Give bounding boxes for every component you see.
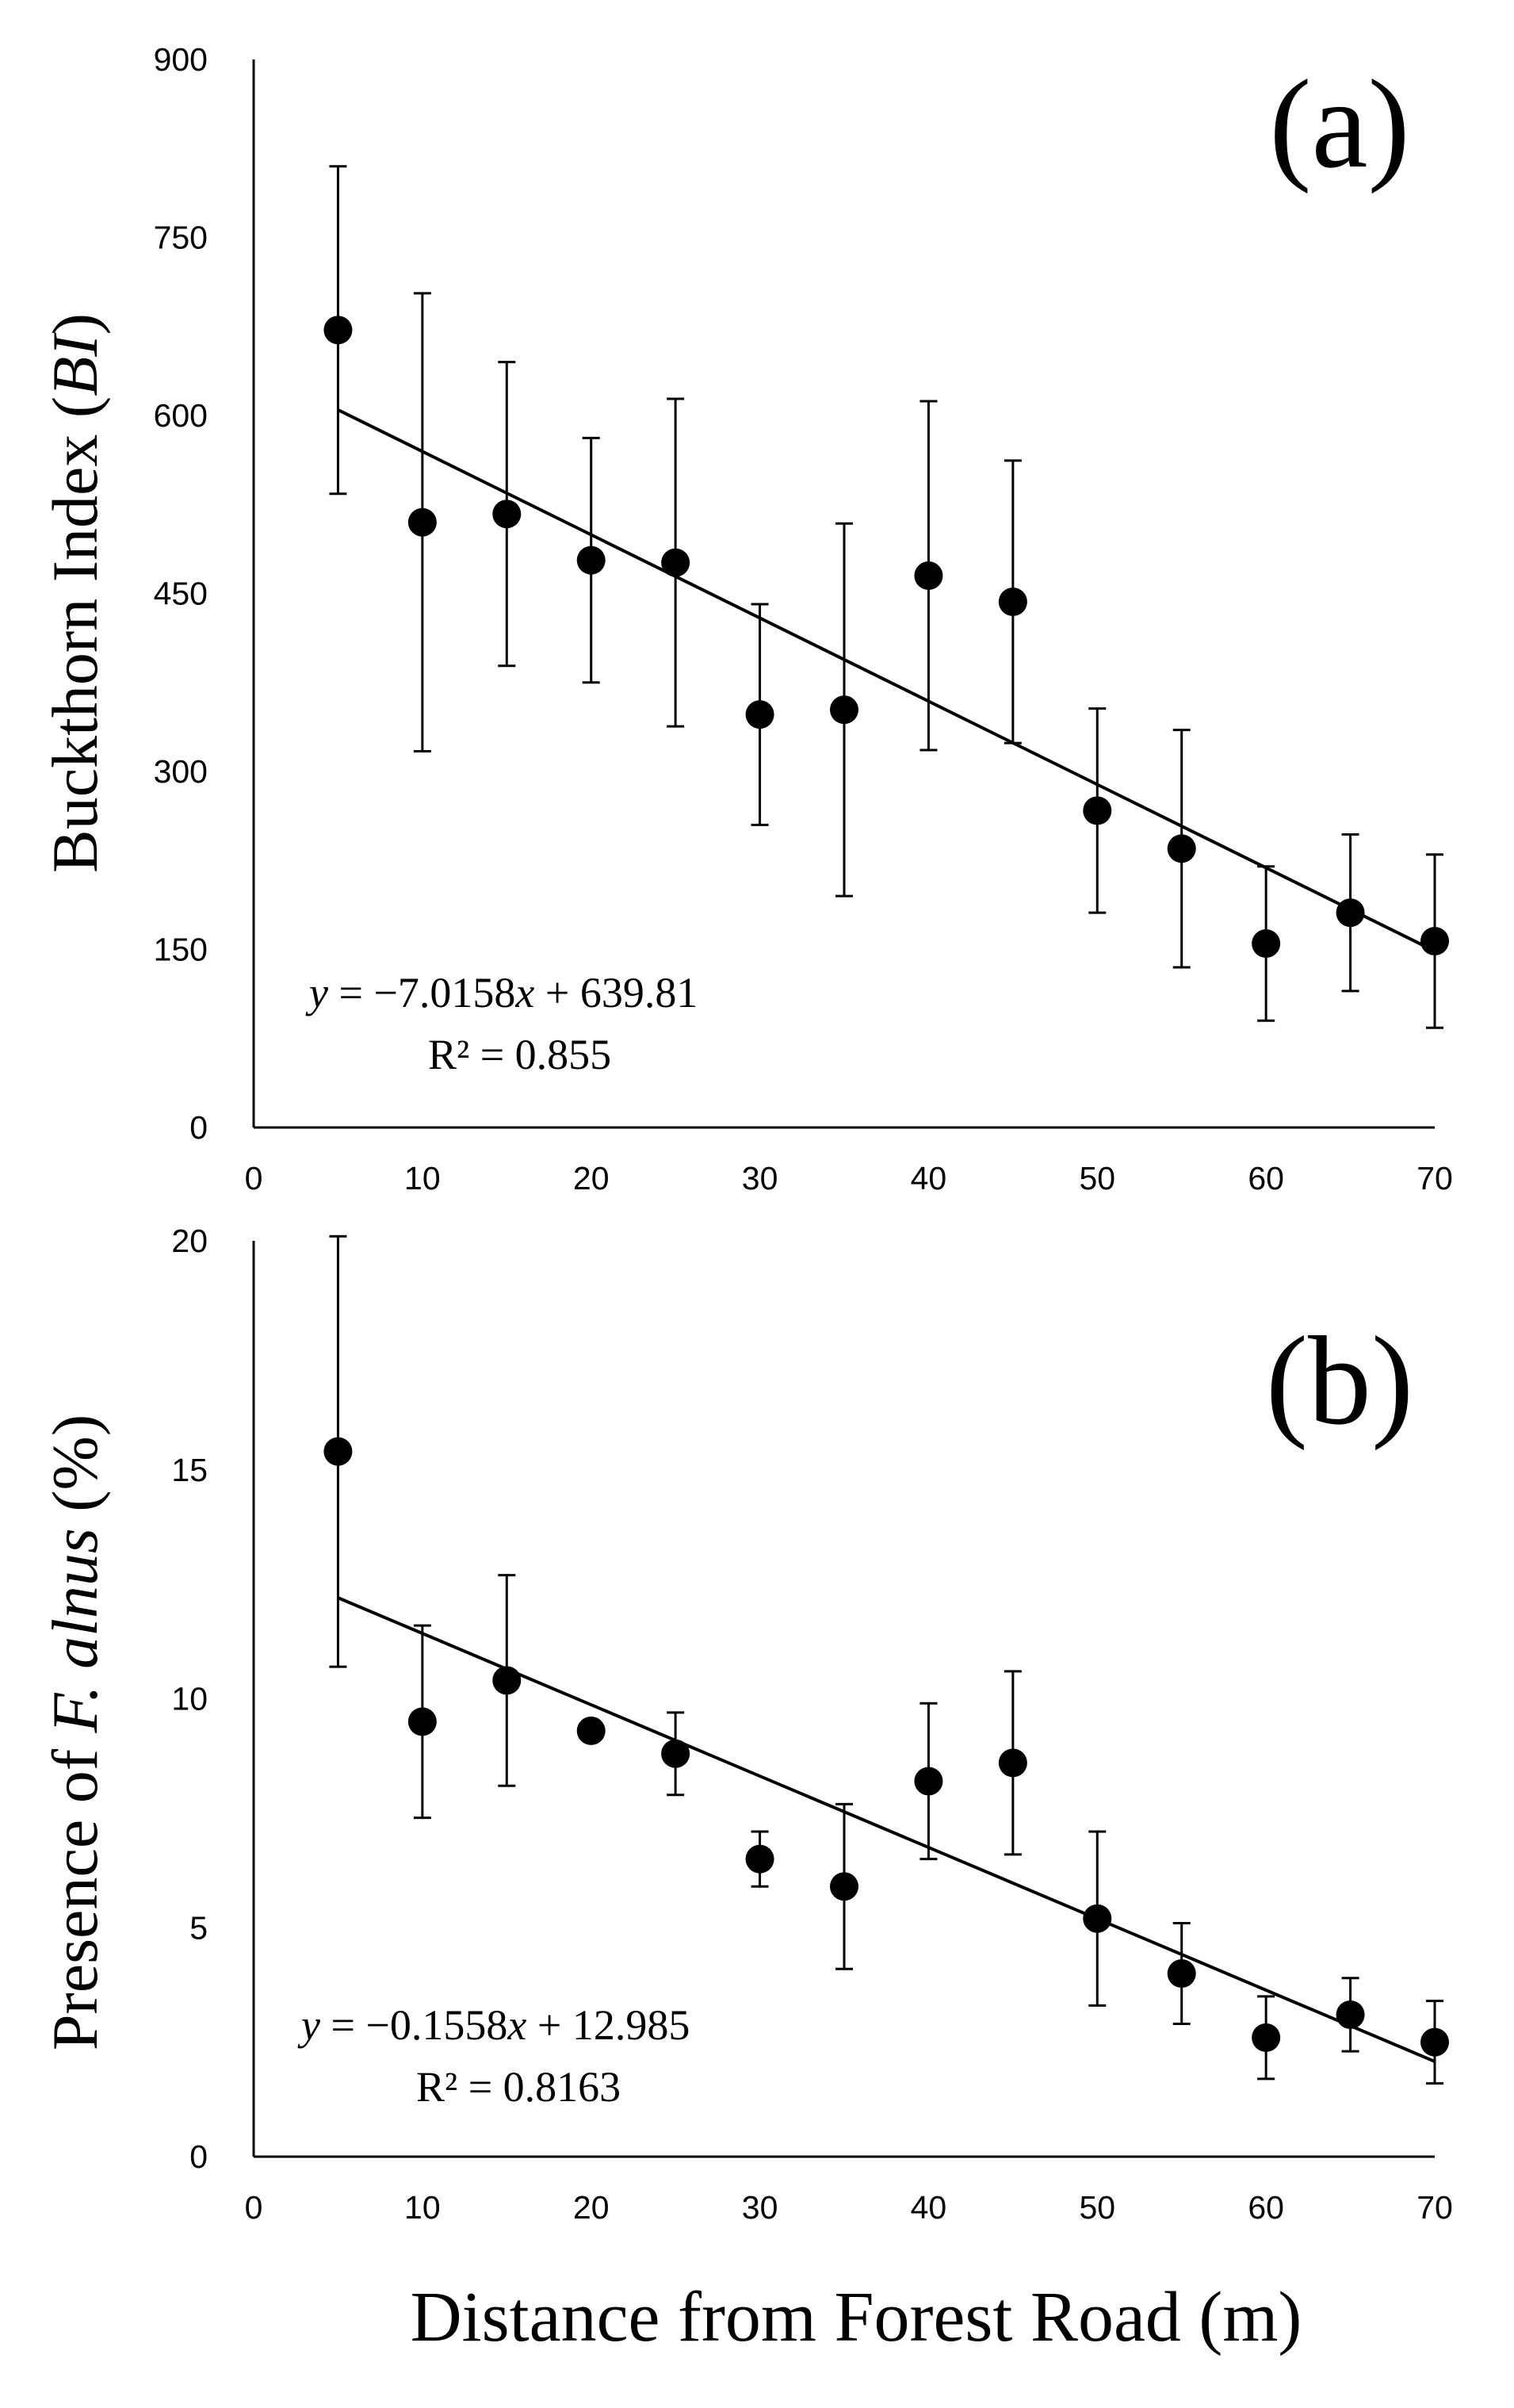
trend-equation-a: y = −7.0158x + 639.81 <box>305 969 698 1016</box>
data-point-a <box>1167 834 1196 863</box>
x-tick-label-b: 10 <box>404 2189 441 2226</box>
y-tick-label-b: 15 <box>171 1452 208 1488</box>
x-tick-label-b: 70 <box>1417 2189 1453 2226</box>
y-axis-title-b: Presence of F. alnus (%) <box>39 1415 111 2050</box>
data-point-b <box>1336 2000 1365 2029</box>
y-axis-title-prefix: Buckthorn Index ( <box>39 396 111 873</box>
y-tick-label-a: 900 <box>154 41 208 78</box>
y-axis-title-suffix: (%) <box>39 1415 111 1528</box>
r-squared-a: R² = 0.855 <box>428 1031 611 1078</box>
chart-panel-b: 0 5 10 15 20 0 10 20 30 40 50 60 70 (b) Presence of… <box>39 1223 1453 2356</box>
y-tick-label-a: 150 <box>154 932 208 968</box>
x-tick-label-a: 20 <box>573 1160 610 1196</box>
x-tick-label-b: 40 <box>911 2189 947 2226</box>
data-point-b <box>323 1437 353 1466</box>
data-point-b <box>998 1748 1027 1778</box>
data-point-b <box>1167 1959 1196 1988</box>
x-tick-label-a: 0 <box>245 1160 263 1196</box>
y-tick-label-b: 20 <box>171 1223 208 1259</box>
data-point-a <box>998 587 1027 616</box>
trendline-b <box>337 1596 1436 2063</box>
data-point-b <box>1083 1904 1112 1933</box>
x-tick-label-a: 30 <box>742 1160 778 1196</box>
x-tick-label-b: 60 <box>1248 2189 1284 2226</box>
trend-equation-b: y = −0.1558x + 12.985 <box>297 2001 690 2049</box>
x-tick-label-a: 60 <box>1248 1160 1284 1196</box>
data-point-a <box>661 548 690 577</box>
panel-label-b: (b) <box>1266 1310 1414 1451</box>
r-squared-b: R² = 0.8163 <box>416 2063 621 2111</box>
equation-x: x <box>514 969 534 1016</box>
data-point-b <box>407 1707 437 1736</box>
equation-intercept: + 12.985 <box>526 2001 690 2049</box>
data-point-b <box>745 1844 774 1874</box>
y-tick-label-a: 0 <box>189 1109 208 1146</box>
data-point-b <box>576 1716 606 1745</box>
data-point-a <box>492 500 522 529</box>
data-point-b <box>661 1739 690 1768</box>
data-point-a <box>914 561 943 591</box>
y-axis-title-prefix: Presence of <box>39 1732 111 2050</box>
y-tick-label-a: 300 <box>154 753 208 790</box>
data-point-a <box>576 546 606 575</box>
x-tick-label-b: 30 <box>742 2189 778 2226</box>
data-point-b <box>830 1872 858 1901</box>
data-point-a <box>830 695 858 725</box>
data-point-a <box>1420 927 1449 956</box>
y-axis-title-italic: BI <box>39 332 111 396</box>
data-point-b <box>1420 2027 1449 2057</box>
data-point-a <box>1336 898 1365 928</box>
y-tick-label-a: 600 <box>154 397 208 434</box>
y-tick-label-a: 750 <box>154 220 208 256</box>
y-tick-label-a: 450 <box>154 576 208 612</box>
y-axis-title-suffix: ) <box>39 313 111 335</box>
data-point-a <box>407 507 437 537</box>
equation-slope: = −7.0158 <box>328 969 515 1016</box>
data-point-a <box>323 316 353 345</box>
y-tick-label-b: 5 <box>189 1909 208 1946</box>
equation-slope: = −0.1558 <box>320 2001 507 2049</box>
x-tick-label-a: 50 <box>1079 1160 1115 1196</box>
x-tick-label-a: 40 <box>911 1160 947 1196</box>
x-tick-label-a: 70 <box>1417 1160 1453 1196</box>
x-tick-label-b: 20 <box>573 2189 610 2226</box>
data-point-a <box>1252 929 1281 959</box>
y-axis-title-a: Buckthorn Index (BI) <box>39 313 111 873</box>
trendline-a <box>337 408 1436 953</box>
equation-x: x <box>507 2001 526 2049</box>
data-point-a <box>745 700 774 729</box>
x-axis-title: Distance from Forest Road (m) <box>411 2278 1302 2356</box>
x-tick-label-b: 50 <box>1079 2189 1115 2226</box>
data-point-a <box>1083 796 1112 825</box>
data-point-b <box>1252 2023 1281 2052</box>
equation-y: y <box>305 969 328 1016</box>
y-axis-title-italic: F. alnus <box>39 1528 111 1733</box>
y-tick-label-b: 10 <box>171 1681 208 1717</box>
equation-intercept: + 639.81 <box>534 969 698 1016</box>
equation-y: y <box>297 2001 320 2049</box>
x-tick-label-b: 0 <box>245 2189 263 2226</box>
data-point-b <box>492 1666 522 1695</box>
x-tick-label-a: 10 <box>404 1160 441 1196</box>
panel-label-a: (a) <box>1269 53 1410 194</box>
data-point-b <box>914 1767 943 1796</box>
y-tick-label-b: 0 <box>189 2138 208 2175</box>
